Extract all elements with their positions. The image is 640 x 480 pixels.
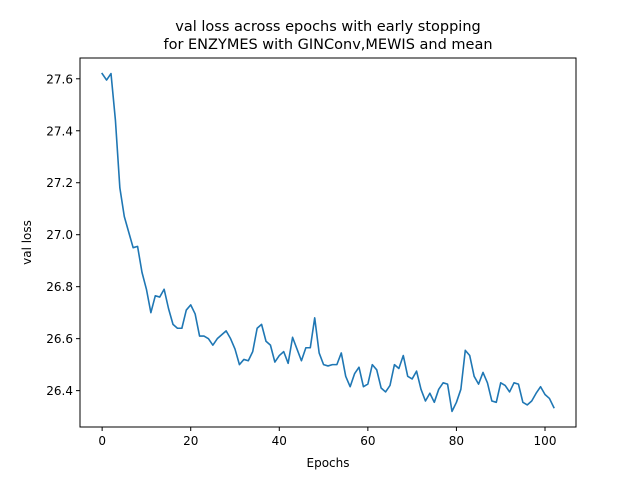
x-tick-label: 0 xyxy=(98,434,106,448)
chart-title-line1: val loss across epochs with early stoppi… xyxy=(175,19,480,35)
y-tick-label: 26.6 xyxy=(46,332,73,346)
x-tick-label: 60 xyxy=(360,434,375,448)
y-tick-label: 26.8 xyxy=(46,280,73,294)
y-tick-label: 27.0 xyxy=(46,228,73,242)
chart-title-line2: for ENZYMES with GINConv,MEWIS and mean xyxy=(163,37,492,53)
x-tick-label: 100 xyxy=(534,434,557,448)
y-tick-label: 27.4 xyxy=(46,124,73,138)
plot-area: 0 20 40 60 80 100 26.4 26.6 26.8 27.0 27.2 27.4 27.6 xyxy=(46,72,556,448)
x-tick-label: 80 xyxy=(449,434,464,448)
axes-frame xyxy=(79,57,577,428)
y-tick-label: 26.4 xyxy=(46,384,73,398)
x-axis-label: Epochs xyxy=(307,456,350,470)
x-tick-label: 40 xyxy=(272,434,287,448)
y-tick-label: 27.6 xyxy=(46,72,73,86)
x-tick-label: 20 xyxy=(183,434,198,448)
y-axis-label: val loss xyxy=(20,220,34,265)
series-line-0 xyxy=(101,72,555,413)
y-tick-label: 27.2 xyxy=(46,176,73,190)
